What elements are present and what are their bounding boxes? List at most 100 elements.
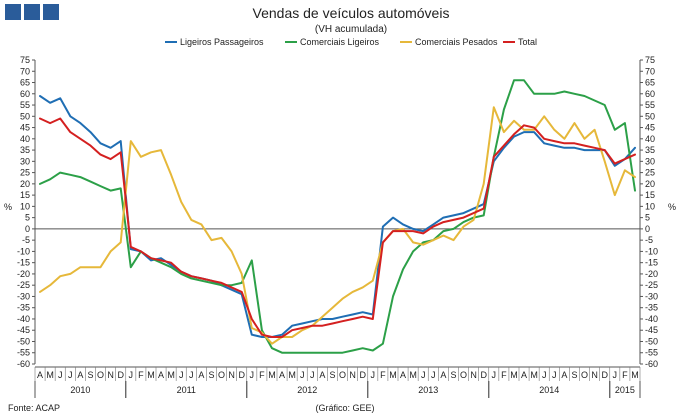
y-tick-label-right: 50 xyxy=(645,111,655,121)
y-tick-label-left: -25 xyxy=(17,280,30,290)
y-tick-label-right: 0 xyxy=(645,224,650,234)
y-tick-label-right: -10 xyxy=(645,246,658,256)
y-tick-label-right: 75 xyxy=(645,55,655,65)
month-label: F xyxy=(622,370,628,380)
y-tick-label-left: 55 xyxy=(20,100,30,110)
month-label: O xyxy=(339,370,346,380)
month-label: A xyxy=(279,370,285,380)
y-tick-label-left: 40 xyxy=(20,134,30,144)
y-tick-label-left: -55 xyxy=(17,348,30,358)
y-tick-label-left: 70 xyxy=(20,66,30,76)
month-label: J xyxy=(189,370,194,380)
y-tick-label-left: 65 xyxy=(20,78,30,88)
month-label: M xyxy=(147,370,155,380)
month-label: A xyxy=(77,370,83,380)
y-axis-label-right: % xyxy=(668,202,676,212)
chart-subtitle: (VH acumulada) xyxy=(315,24,387,35)
month-label: J xyxy=(431,370,436,380)
year-label: 2011 xyxy=(177,385,196,395)
y-tick-label-left: 50 xyxy=(20,111,30,121)
month-label: F xyxy=(138,370,144,380)
month-label: A xyxy=(158,370,164,380)
y-tick-label-right: 10 xyxy=(645,201,655,211)
y-tick-label-right: 30 xyxy=(645,156,655,166)
year-label: 2010 xyxy=(70,385,90,395)
y-tick-label-right: -50 xyxy=(645,336,658,346)
source-note: Fonte: ACAP xyxy=(8,403,60,413)
month-label: O xyxy=(460,370,467,380)
month-label: O xyxy=(218,370,225,380)
month-label: J xyxy=(58,370,63,380)
month-label: A xyxy=(521,370,527,380)
y-tick-label-left: 45 xyxy=(20,123,30,133)
month-label: N xyxy=(470,370,477,380)
month-label: J xyxy=(371,370,376,380)
y-tick-label-left: -40 xyxy=(17,314,30,324)
legend-label: Comerciais Ligeiros xyxy=(300,37,380,47)
y-tick-label-left: -5 xyxy=(22,235,30,245)
y-tick-label-left: -45 xyxy=(17,325,30,335)
y-axis-label-left: % xyxy=(4,202,12,212)
month-label: F xyxy=(501,370,507,380)
month-label: J xyxy=(300,370,305,380)
y-tick-label-left: -30 xyxy=(17,291,30,301)
month-label: D xyxy=(359,370,366,380)
y-tick-label-left: 10 xyxy=(20,201,30,211)
series-line-ligeiros-passageiros xyxy=(39,95,636,338)
y-tick-label-right: 65 xyxy=(645,78,655,88)
month-label: J xyxy=(613,370,618,380)
month-label: F xyxy=(380,370,386,380)
series-line-comerciais-ligeiros xyxy=(39,79,636,354)
y-tick-label-left: -50 xyxy=(17,336,30,346)
month-label: M xyxy=(409,370,417,380)
y-tick-label-left: -10 xyxy=(17,246,30,256)
month-label: M xyxy=(631,370,639,380)
y-tick-label-left: 25 xyxy=(20,168,30,178)
plot-area: -60 -60-55 -55-50 -50-45 -45-40 -40-35 -35-30-… xyxy=(17,55,658,398)
month-label: A xyxy=(37,370,43,380)
month-label: S xyxy=(329,370,335,380)
month-label: M xyxy=(530,370,538,380)
month-label: J xyxy=(68,370,73,380)
y-tick-label-left: -15 xyxy=(17,258,30,268)
y-tick-label-left: 30 xyxy=(20,156,30,166)
month-label: A xyxy=(440,370,446,380)
y-tick-label-right: -45 xyxy=(645,325,658,335)
y-tick-label-right: -30 xyxy=(645,291,658,301)
year-label: 2012 xyxy=(297,385,317,395)
month-label: N xyxy=(591,370,598,380)
y-tick-label-right: 70 xyxy=(645,66,655,76)
y-tick-label-right: -35 xyxy=(645,303,658,313)
month-label: J xyxy=(129,370,134,380)
chart-title: Vendas de veículos automóveis xyxy=(253,5,450,21)
y-tick-label-left: 5 xyxy=(25,213,30,223)
y-tick-label-left: 15 xyxy=(20,190,30,200)
y-tick-label-left: -60 xyxy=(17,359,30,369)
y-tick-label-right: 15 xyxy=(645,190,655,200)
month-label: O xyxy=(97,370,104,380)
y-tick-label-right: -15 xyxy=(645,258,658,268)
month-label: J xyxy=(250,370,255,380)
month-label: M xyxy=(288,370,296,380)
month-label: J xyxy=(310,370,315,380)
y-tick-label-right: -55 xyxy=(645,348,658,358)
month-label: S xyxy=(208,370,214,380)
month-label: M xyxy=(46,370,54,380)
month-label: F xyxy=(259,370,265,380)
y-tick-label-right: -40 xyxy=(645,314,658,324)
month-label: A xyxy=(400,370,406,380)
y-tick-label-right: -25 xyxy=(645,280,658,290)
month-label: O xyxy=(581,370,588,380)
y-tick-label-right: 5 xyxy=(645,213,650,223)
month-label: S xyxy=(571,370,577,380)
month-label: D xyxy=(238,370,245,380)
month-label: N xyxy=(107,370,114,380)
legend-label: Comerciais Pesados xyxy=(415,37,498,47)
year-label: 2014 xyxy=(539,385,559,395)
logo-block-2 xyxy=(24,4,40,20)
month-label: A xyxy=(198,370,204,380)
y-tick-label-right: 40 xyxy=(645,134,655,144)
logo-block-1 xyxy=(5,4,21,20)
month-label: M xyxy=(510,370,518,380)
